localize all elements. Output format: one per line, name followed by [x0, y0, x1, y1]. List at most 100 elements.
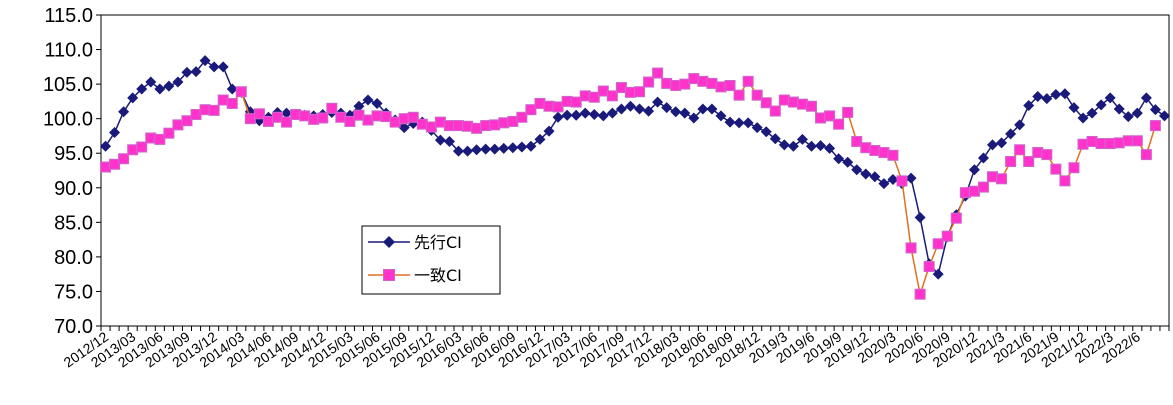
coincident-ci-point — [833, 118, 845, 130]
leading-ci-point — [434, 134, 446, 146]
leading-ci-point — [643, 105, 655, 117]
legend: 先行CI 一致CI — [361, 225, 501, 295]
coincident-ci-point — [842, 106, 854, 118]
leading-ci-point — [706, 103, 718, 115]
y-tick-label: 110.0 — [44, 40, 93, 62]
coincident-ci-point — [534, 97, 546, 109]
coincident-ci-point — [498, 117, 510, 129]
coincident-ci-point — [1131, 135, 1143, 147]
coincident-ci-point — [1122, 135, 1134, 147]
coincident-ci-point — [787, 96, 799, 108]
leading-ci-point — [127, 92, 139, 104]
y-tick-label: 80.0 — [54, 247, 93, 269]
leading-ci-point — [371, 97, 383, 109]
leading-ci-point — [362, 94, 374, 106]
leading-ci-point — [181, 66, 193, 78]
series-layer — [100, 55, 1170, 300]
leading-ci-point — [968, 164, 980, 176]
leading-ci-point — [697, 103, 709, 115]
leading-ci-point — [996, 137, 1008, 149]
coincident-ci-point — [1104, 138, 1116, 150]
y-tick-label: 100.0 — [43, 109, 93, 131]
coincident-ci-point — [100, 161, 112, 173]
coincident-ci-point — [172, 119, 184, 131]
coincident-ci-point — [371, 110, 383, 122]
leading-ci-point — [869, 171, 881, 183]
coincident-ci-point — [987, 171, 999, 183]
leading-ci-point — [172, 76, 184, 88]
coincident-ci-point — [118, 153, 130, 165]
leading-ci-point — [1158, 110, 1170, 122]
coincident-ci-point — [760, 97, 772, 109]
coincident-ci-point — [968, 185, 980, 197]
leading-ci-point — [905, 172, 917, 184]
coincident-ci-point — [1050, 163, 1062, 175]
leading-ci-point — [661, 102, 673, 114]
leading-ci-point — [109, 126, 121, 138]
coincident-ci-point — [570, 96, 582, 108]
leading-ci-point — [624, 100, 636, 112]
coincident-ci-point — [516, 111, 528, 123]
leading-ci-point — [561, 109, 573, 121]
leading-ci-point — [208, 61, 220, 73]
leading-ci-point — [1050, 88, 1062, 100]
leading-ci-point — [579, 107, 591, 119]
coincident-ci-point — [715, 81, 727, 93]
coincident-ci-point — [525, 104, 537, 116]
leading-ci-point — [878, 178, 890, 190]
coincident-ci-point — [706, 77, 718, 89]
leading-ci-point — [751, 122, 763, 134]
leading-ci-point — [724, 116, 736, 128]
leading-ci-point — [597, 110, 609, 122]
y-tick-label: 70.0 — [54, 316, 93, 338]
leading-ci-point — [136, 83, 148, 95]
x-axis: 2012/122013/032013/062013/092013/122014/… — [61, 326, 1170, 370]
coincident-ci-point — [733, 89, 745, 101]
coincident-ci-point — [235, 86, 247, 98]
coincident-ci-point — [136, 141, 148, 153]
leading-ci-point — [688, 112, 700, 124]
leading-ci-point — [787, 140, 799, 152]
coincident-ci-point — [416, 118, 428, 130]
coincident-ci-point — [407, 111, 419, 123]
leading-ci-point — [353, 100, 365, 112]
coincident-ci-point — [489, 119, 501, 131]
leading-ci-point — [398, 122, 410, 134]
coincident-ci-point — [226, 97, 238, 109]
coincident-ci-point — [1005, 156, 1017, 168]
coincident-ci-point — [624, 86, 636, 98]
leading-ci-point — [760, 126, 772, 138]
leading-ci-point — [1032, 91, 1044, 103]
coincident-ci-point — [932, 238, 944, 250]
coincident-ci-point — [199, 104, 211, 116]
coincident-ci-point — [643, 76, 655, 88]
coincident-ci-point — [326, 102, 338, 114]
leading-ci-point — [1005, 128, 1017, 140]
coincident-ci-point — [208, 104, 220, 116]
leading-ci-point — [552, 111, 564, 123]
leading-ci-point — [453, 145, 465, 157]
leading-ci-point — [733, 117, 745, 129]
coincident-ci-point — [109, 158, 121, 170]
leading-ci-point — [815, 140, 827, 152]
coincident-ci-point — [380, 111, 392, 123]
leading-ci-point — [489, 143, 501, 155]
leading-ci-point — [778, 139, 790, 151]
leading-ci-point — [1014, 119, 1026, 131]
coincident-ci-point — [661, 77, 673, 89]
leading-ci-point — [543, 125, 555, 137]
coincident-ci-point — [597, 85, 609, 97]
leading-ci-point — [652, 96, 664, 108]
leading-ci-point — [281, 107, 293, 119]
coincident-ci-point — [778, 94, 790, 106]
leading-ci-point — [887, 173, 899, 185]
coincident-ci-point — [996, 173, 1008, 185]
coincident-ci-point — [869, 144, 881, 156]
leading-ci-point — [1131, 107, 1143, 119]
leading-ci-point — [932, 268, 944, 280]
coincident-ci-point — [615, 82, 627, 94]
leading-ci-point — [634, 103, 646, 115]
coincident-ci-point — [262, 115, 274, 127]
coincident-ci-point — [1095, 138, 1107, 150]
leading-ci-point — [679, 107, 691, 119]
